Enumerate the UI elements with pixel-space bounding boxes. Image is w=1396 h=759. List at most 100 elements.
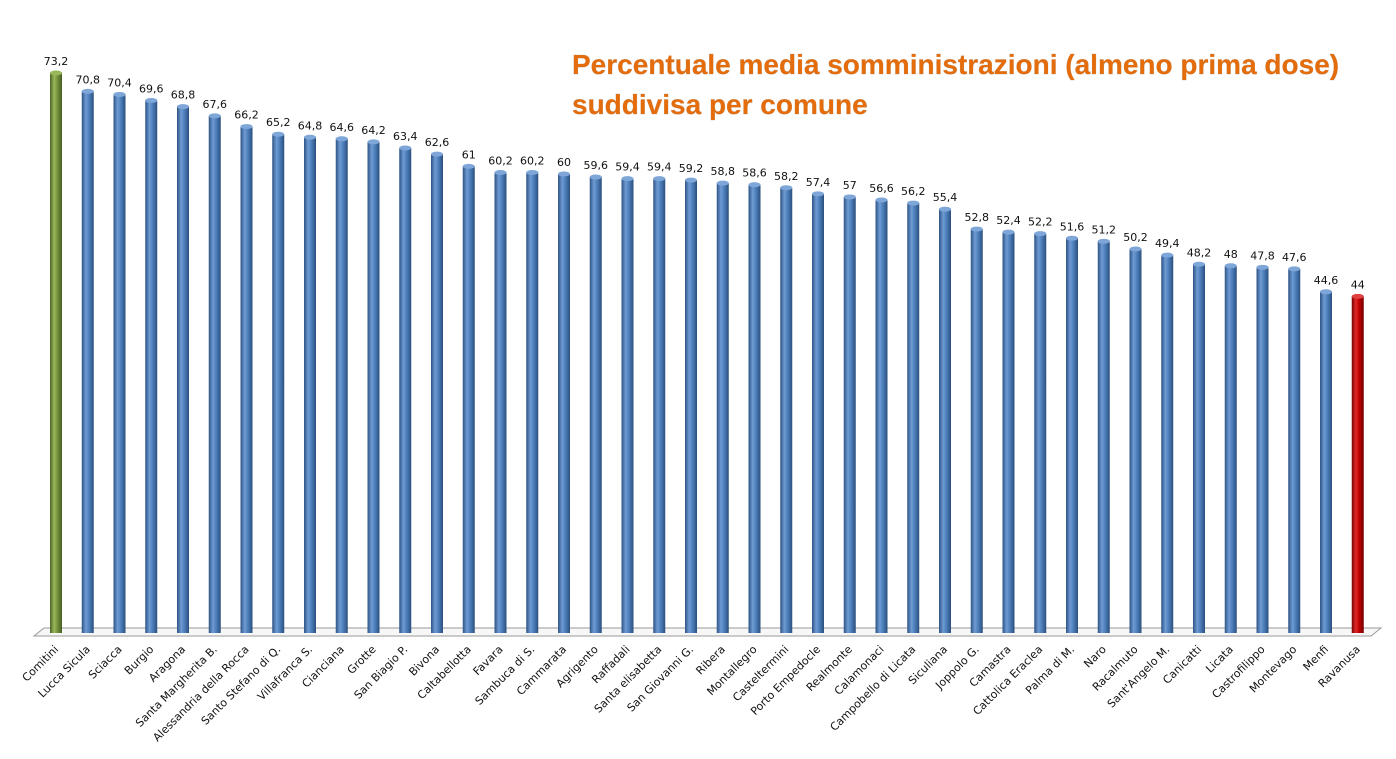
value-label-14: 61 [462,148,476,161]
chart-floor [32,627,1383,637]
category-label-3: Sciacca [86,643,125,682]
value-label-42: 44 [1351,278,1365,291]
value-label-16: 60,2 [520,154,545,167]
value-label-31: 52,4 [996,214,1021,227]
bar-33 [1066,238,1078,633]
value-label-20: 59,4 [647,161,672,174]
bar-14 [462,166,475,633]
bar-cap-33 [1066,235,1078,241]
value-label-27: 56,6 [869,182,894,195]
value-label-24: 58,2 [774,170,799,183]
value-label-32: 52,2 [1028,216,1053,229]
bar-cap-11 [367,139,380,145]
bar-cap-18 [589,174,602,180]
bar-cap-27 [875,197,888,203]
bar-2 [81,91,94,633]
bar-cap-35 [1129,246,1142,252]
bar-17 [558,174,570,633]
bar-cap-37 [1193,261,1205,267]
bar-13 [431,154,443,634]
bar-cap-10 [335,136,348,142]
bar-11 [367,141,380,633]
bar-cap-36 [1161,252,1174,258]
bar-cap-28 [907,200,920,206]
bar-cap-17 [558,171,570,177]
category-label-34: Naro [1081,643,1109,671]
bar-cap-20 [653,176,666,182]
bar-38 [1224,265,1237,633]
bar-1 [50,73,62,633]
bar-32 [1034,233,1047,634]
value-label-18: 59,6 [584,159,609,172]
value-label-39: 47,8 [1250,249,1275,262]
bar-cap-29 [939,206,951,212]
bar-cap-9 [304,134,316,140]
bars-group [50,70,1364,634]
bar-5 [177,106,189,634]
bar-cap-7 [240,124,253,130]
chart-title: Percentuale media somministrazioni (alme… [572,49,1340,120]
value-label-10: 64,6 [330,121,355,134]
value-label-12: 63,4 [393,130,418,143]
bar-cap-31 [1002,229,1015,235]
bar-cap-32 [1034,231,1047,237]
bar-6 [208,115,221,634]
value-label-2: 70,8 [76,73,101,86]
bar-41 [1320,291,1332,633]
bar-cap-38 [1224,263,1237,269]
bar-42 [1351,296,1364,633]
bar-10 [335,138,348,633]
bar-27 [875,200,888,633]
bar-cap-3 [113,91,126,97]
bar-31 [1002,232,1015,633]
bar-cap-26 [843,194,856,200]
bar-12 [399,147,412,634]
bar-39 [1256,267,1269,633]
bar-16 [526,172,539,633]
value-label-1: 73,2 [44,55,69,68]
bar-4 [145,100,158,633]
value-label-33: 51,6 [1060,220,1085,233]
value-label-40: 47,6 [1282,251,1307,264]
value-label-35: 50,2 [1123,231,1148,244]
bar-7 [240,126,253,633]
value-labels-group: 73,2 70,8 70,4 69,6 68,8 67,6 66,2 65,2 64,8 64,6… [44,55,1365,291]
value-label-22: 58,8 [711,165,736,178]
bar-cap-23 [748,182,761,188]
bar-19 [621,178,634,633]
bar-cap-25 [812,191,824,197]
chart-title-line-1: Percentuale media somministrazioni (alme… [572,49,1339,80]
bar-cap-34 [1097,238,1110,244]
bar-8 [272,134,285,633]
value-label-23: 58,6 [742,167,767,180]
bar-22 [716,183,729,633]
value-label-19: 59,4 [615,161,640,174]
bar-20 [653,178,666,633]
bar-30 [970,229,983,633]
value-label-37: 48,2 [1187,246,1212,259]
bar-28 [907,203,920,633]
bar-24 [780,187,793,633]
bar-36 [1161,255,1174,633]
bar-cap-39 [1256,264,1269,270]
value-label-11: 64,2 [361,124,386,137]
bar-cap-41 [1320,289,1332,295]
value-label-34: 51,2 [1092,223,1117,236]
value-label-29: 55,4 [933,191,958,204]
bar-cap-15 [494,169,507,175]
bar-26 [843,196,856,633]
bar-cap-16 [526,169,539,175]
value-label-15: 60,2 [488,154,513,167]
bar-cap-5 [177,104,189,110]
bar-34 [1097,241,1110,633]
bar-cap-30 [970,226,983,232]
bar-cap-4 [145,98,158,104]
bar-18 [589,177,602,633]
bar-cap-12 [399,145,412,151]
bar-cap-42 [1351,293,1364,299]
bar-cap-8 [272,131,285,137]
bar-cap-1 [50,70,62,76]
bar-3 [113,94,126,633]
